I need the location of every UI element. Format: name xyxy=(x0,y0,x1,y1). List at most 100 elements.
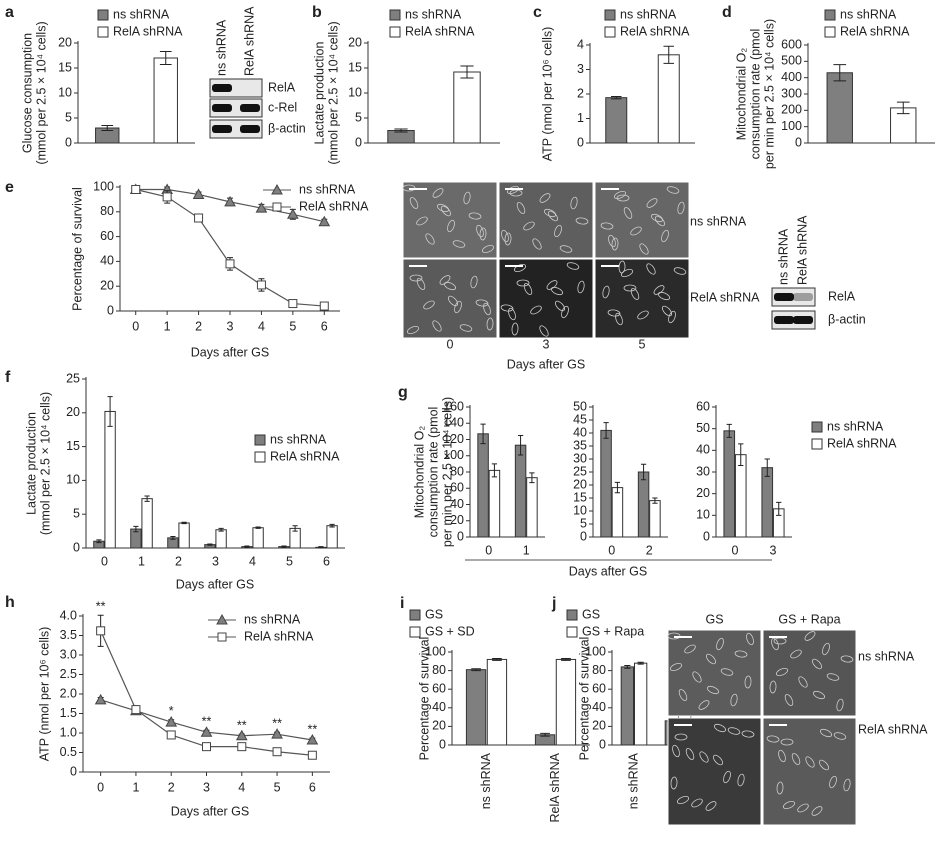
legend-marker xyxy=(271,183,283,195)
y-tick-label: 5 xyxy=(580,516,587,530)
cell xyxy=(511,322,519,336)
point xyxy=(94,693,107,705)
cell xyxy=(780,738,794,746)
y-tick-label: 100 xyxy=(781,119,802,133)
legend-swatch xyxy=(97,9,109,21)
point xyxy=(307,750,317,760)
cell xyxy=(698,700,710,710)
point xyxy=(256,280,266,290)
blot-strip xyxy=(209,78,263,98)
y-tick-label: 120 xyxy=(443,432,464,446)
bar xyxy=(611,487,624,538)
error-bar xyxy=(726,423,732,438)
cell xyxy=(812,690,826,700)
panel-letter: a xyxy=(5,4,14,21)
cell xyxy=(737,773,745,787)
y-tick-label: 60 xyxy=(592,681,606,695)
x-tick-label: 0 xyxy=(608,543,615,557)
legend-swatch xyxy=(409,626,421,638)
bar xyxy=(488,469,501,538)
bar xyxy=(734,454,747,538)
cell xyxy=(654,215,666,227)
x-tick-label: 0 xyxy=(732,543,739,557)
error-bar xyxy=(624,664,631,669)
y-axis-label: consumption rate (pmol xyxy=(748,29,762,160)
blot-row-label: β-actin xyxy=(268,121,306,135)
cell xyxy=(705,801,717,811)
x-tick-label: 0 xyxy=(485,543,492,557)
x-tick-label: 2 xyxy=(195,319,202,333)
cell xyxy=(559,245,573,253)
blot-row-label: c-Rel xyxy=(268,100,297,114)
cell xyxy=(811,806,823,816)
cell xyxy=(554,300,566,312)
y-tick-label: 60 xyxy=(450,481,464,495)
annotation: * xyxy=(169,704,174,718)
y-axis-label: per min per 2.5 × 10⁴ cells) xyxy=(762,19,776,169)
lane-label: ns shRNA xyxy=(776,228,790,285)
cell xyxy=(630,226,642,236)
bar xyxy=(761,467,774,538)
point xyxy=(272,747,282,757)
annotation: ** xyxy=(96,600,106,614)
blot-strip xyxy=(209,98,263,118)
x-tick-label: 0 xyxy=(101,554,108,568)
bar xyxy=(453,71,481,144)
x-axis-label: Days after GS xyxy=(171,804,250,818)
x-tick-label: 6 xyxy=(309,780,316,794)
y-tick-label: 10 xyxy=(66,473,80,487)
legend-swatch xyxy=(824,26,836,38)
y-tick-label: 20 xyxy=(58,35,72,49)
x-tick-label: 3 xyxy=(203,780,210,794)
cell xyxy=(436,203,450,213)
legend-marker xyxy=(272,202,282,212)
legend-label: RelA shRNA xyxy=(405,24,475,38)
cell xyxy=(692,671,702,683)
y-axis-label: Glucose consumption xyxy=(20,33,34,153)
error-bar xyxy=(663,45,674,64)
cell xyxy=(432,320,442,332)
cell xyxy=(523,283,533,295)
legend-swatch xyxy=(824,9,836,21)
cell xyxy=(673,267,687,275)
y-tick-label: 0 xyxy=(107,303,114,317)
blot-band xyxy=(774,293,794,301)
legend-label: ns shRNA xyxy=(299,182,356,196)
y-tick-label: 0 xyxy=(577,135,584,149)
error-bar xyxy=(471,668,481,672)
x-tick-label: 5 xyxy=(274,780,281,794)
micrograph-column-label: 0 xyxy=(447,337,454,351)
legend-label: RelA shRNA xyxy=(244,629,314,643)
x-tick-label: 1 xyxy=(523,543,530,557)
y-axis-label: Mitochondrial O₂ xyxy=(734,48,748,141)
cell xyxy=(716,637,724,651)
y-tick-label: 0 xyxy=(73,540,80,554)
cell xyxy=(650,213,664,223)
cell xyxy=(661,305,673,317)
cell xyxy=(646,198,658,208)
cell xyxy=(423,300,435,310)
legend-label: ns shRNA xyxy=(405,7,462,21)
y-tick-label: 3.5 xyxy=(60,628,77,642)
x-tick-label: ns shRNA xyxy=(479,752,493,809)
point xyxy=(306,733,319,745)
y-tick-label: 15 xyxy=(66,439,80,453)
cell xyxy=(843,778,851,792)
y-tick-label: 100 xyxy=(443,448,464,462)
panel-letter: f xyxy=(5,369,11,386)
y-tick-label: 0 xyxy=(457,529,464,543)
y-tick-label: 3 xyxy=(577,62,584,76)
legend-swatch xyxy=(389,26,401,38)
y-tick-label: 2 xyxy=(577,86,584,100)
y-tick-label: 0 xyxy=(70,764,77,778)
cell xyxy=(669,662,683,672)
error-bar xyxy=(637,661,644,665)
cell xyxy=(713,723,727,733)
error-bar xyxy=(207,543,213,546)
legend-label: ns shRNA xyxy=(827,419,884,433)
point xyxy=(237,742,247,752)
point xyxy=(194,213,204,223)
bar xyxy=(153,57,178,144)
cell xyxy=(672,744,680,758)
bar xyxy=(723,430,736,538)
